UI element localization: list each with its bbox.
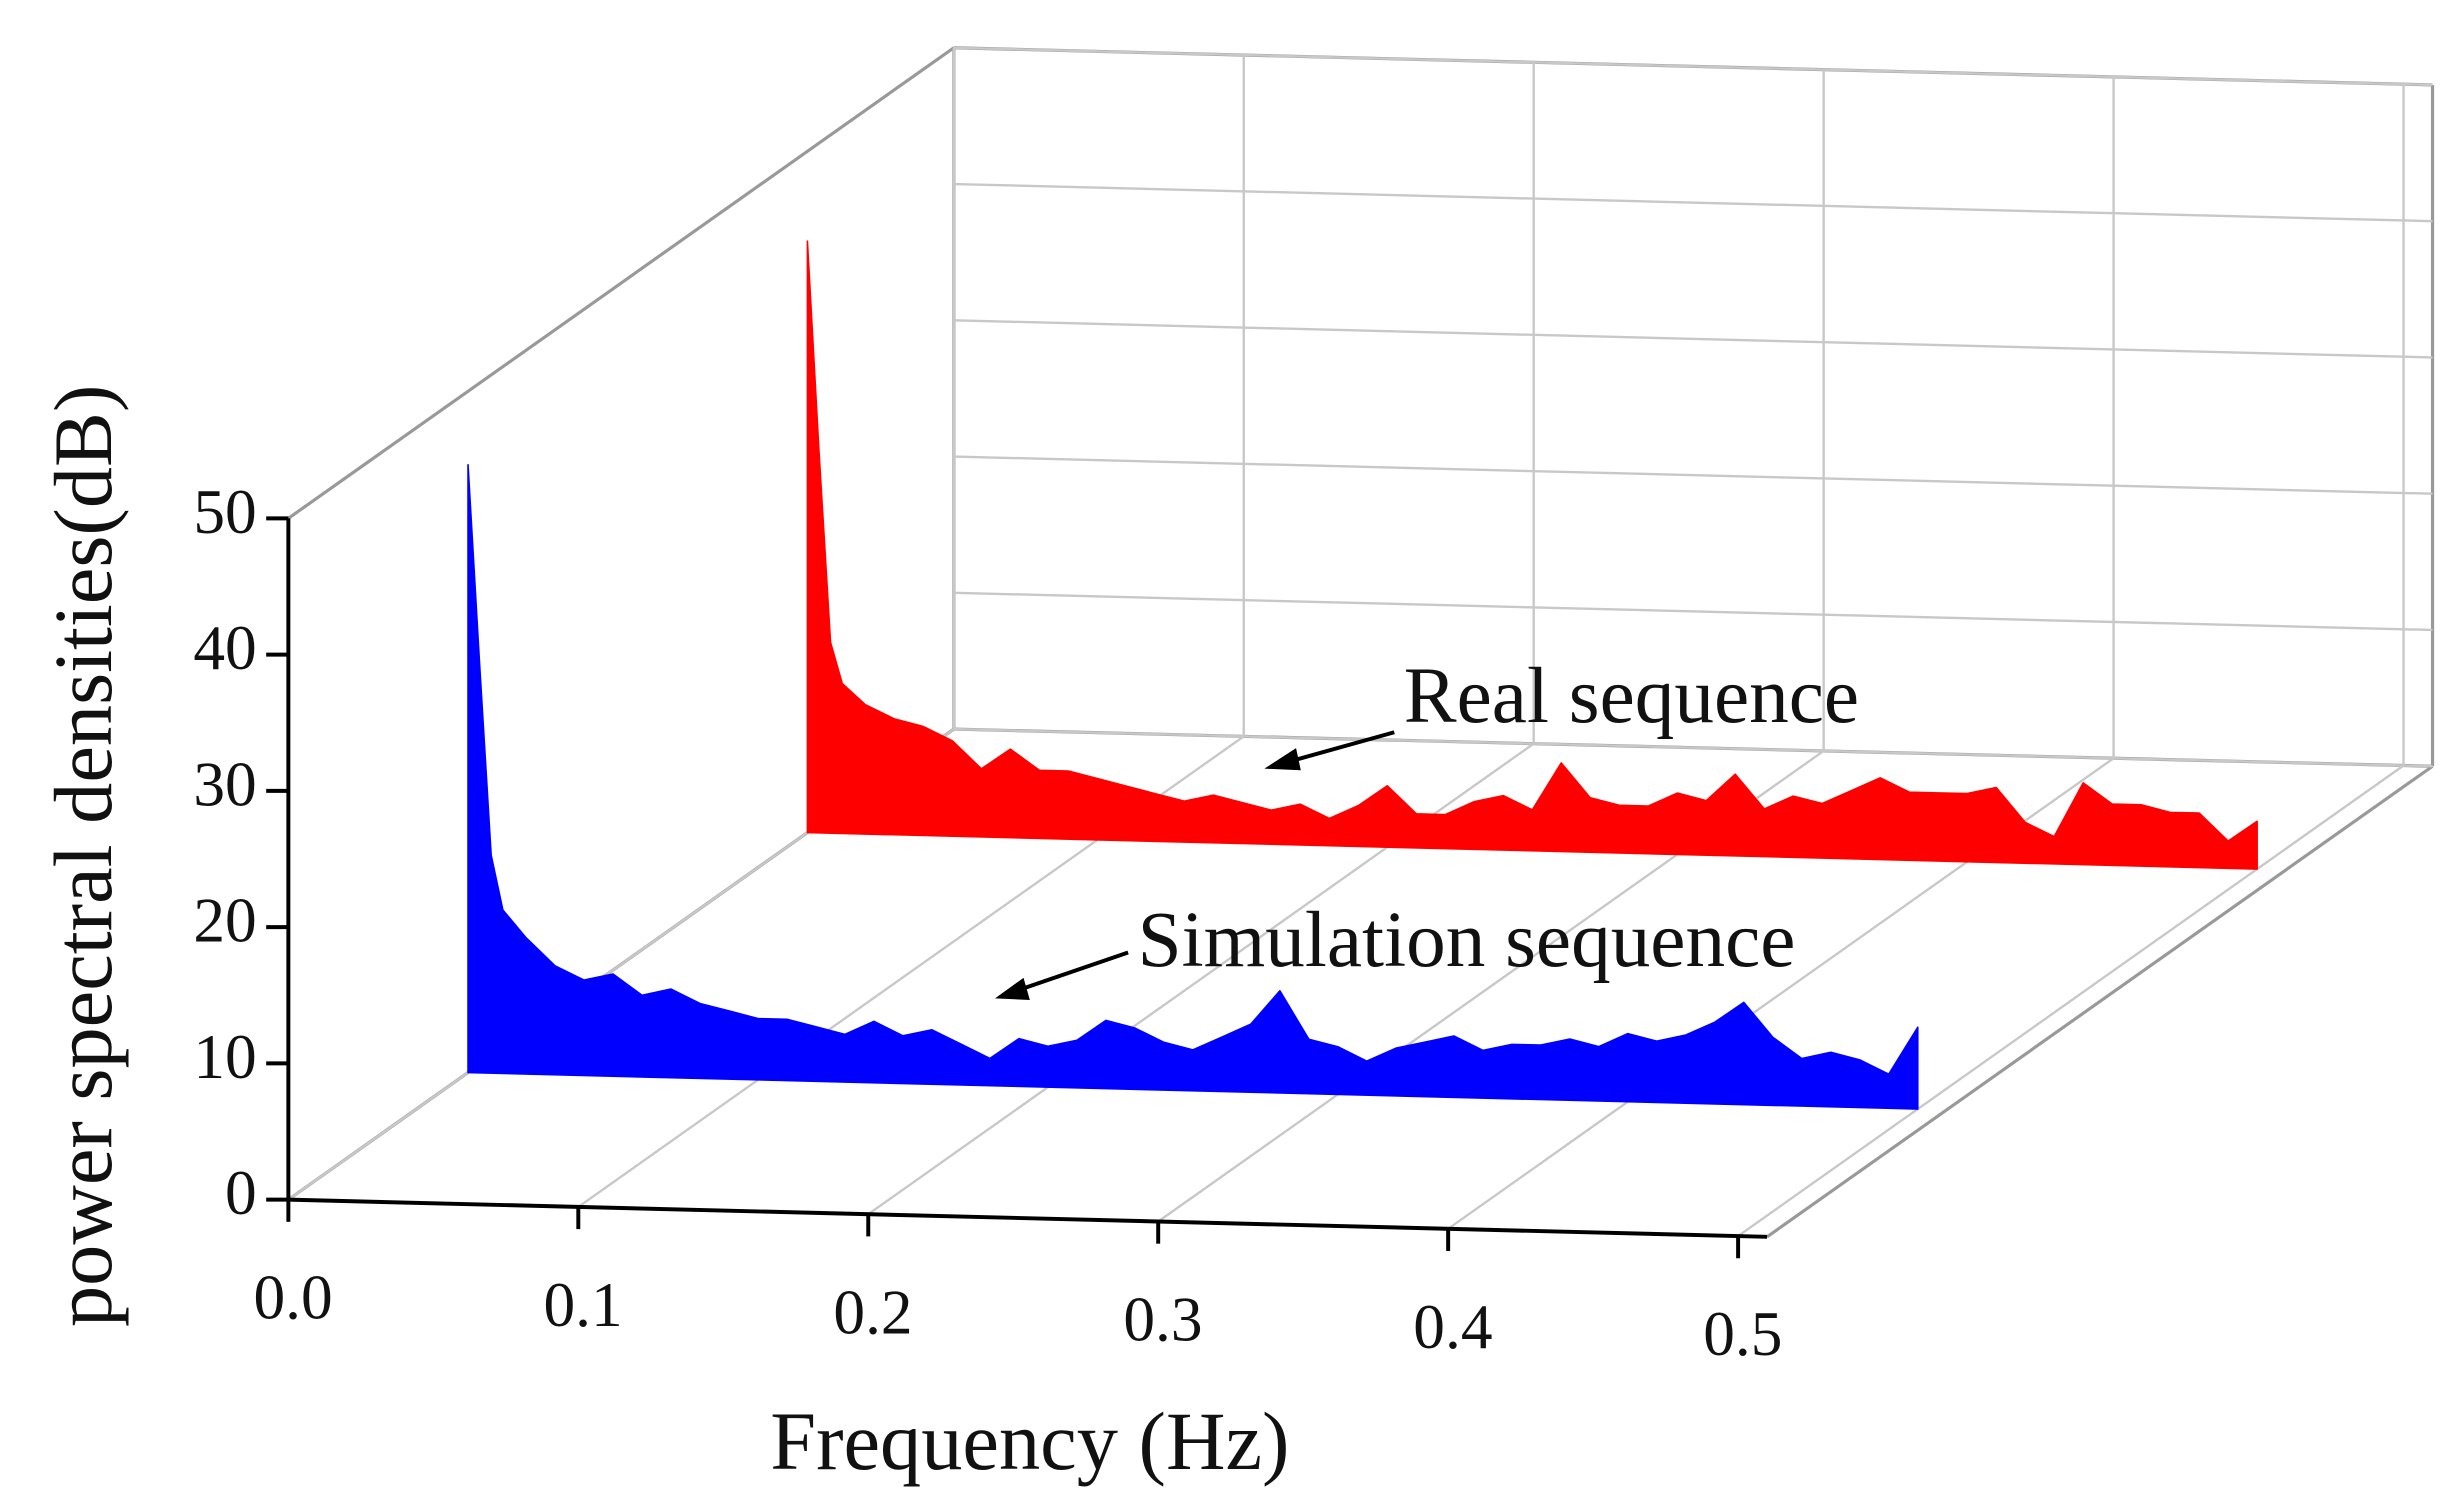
wall-grid-line [953, 727, 2433, 768]
x-axis-title: Frequency (Hz) [770, 1396, 1289, 1487]
left-top-edge [287, 46, 955, 520]
x-axis-line [288, 1197, 1768, 1239]
x-tick-label: 0.2 [833, 1277, 912, 1347]
arrow [1286, 730, 1395, 765]
x-tick-label: 0.3 [1123, 1285, 1202, 1355]
annotation: Simulation sequence [1138, 896, 1796, 984]
right-floor-edge [1766, 764, 2434, 1239]
x-tick-label: 0.1 [543, 1270, 622, 1340]
annotation: Real sequence [1404, 652, 1859, 740]
y-tick-label: 40 [193, 613, 256, 683]
y-tick-label: 10 [193, 1022, 256, 1092]
x-tick-label: 0.0 [254, 1263, 333, 1333]
y-tick-label: 20 [193, 886, 256, 956]
floor-grid-line [1737, 764, 2405, 1238]
annotation-arrows [995, 730, 1395, 1000]
x-tick-label: 0.5 [1703, 1299, 1782, 1369]
arrow-head [995, 977, 1030, 1000]
plot-area [286, 46, 2435, 1239]
y-tick-label: 50 [193, 477, 256, 547]
y-tick-label: 0 [225, 1158, 257, 1228]
arrow-head [1264, 748, 1301, 771]
series-area [806, 240, 2258, 870]
wall-grid-line [953, 46, 2433, 87]
x-tick-label: 0.4 [1413, 1292, 1492, 1362]
wall-grid-line [953, 591, 2433, 632]
y-tick-label: 30 [193, 749, 256, 819]
y-axis-title: power spectral densities(dB) [38, 385, 129, 1327]
series-area [467, 463, 1919, 1110]
wall-grid-line [953, 182, 2433, 223]
wall-grid-line [953, 455, 2433, 495]
wall-grid-line [953, 319, 2433, 359]
arrow [1016, 950, 1129, 993]
